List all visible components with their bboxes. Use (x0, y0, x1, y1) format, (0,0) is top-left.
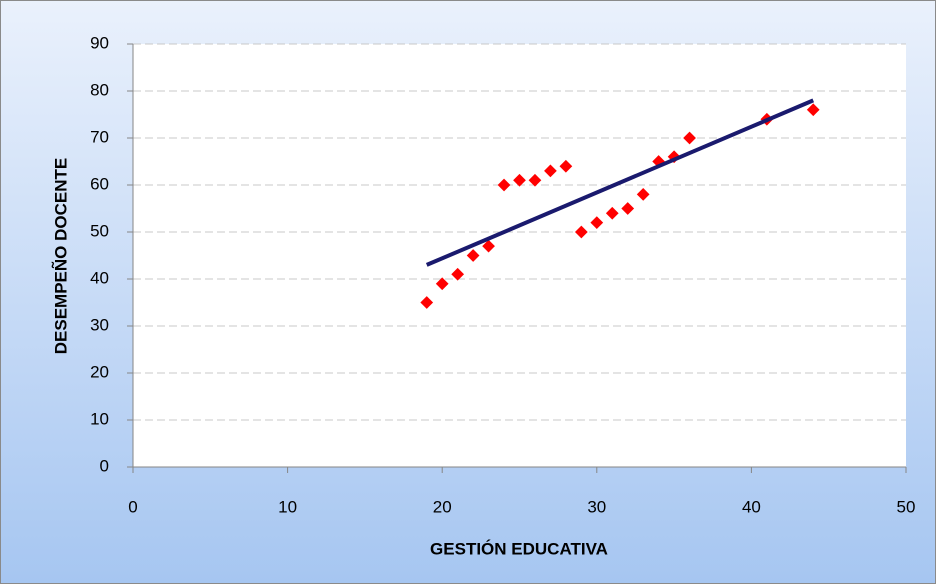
y-tick-label: 30 (90, 315, 109, 334)
x-tick-label: 50 (897, 497, 916, 516)
y-tick-label: 50 (90, 221, 109, 240)
y-tick-label: 40 (90, 268, 109, 287)
plot-area (133, 44, 906, 467)
y-tick-label: 0 (100, 456, 109, 475)
point (435, 277, 449, 291)
point (497, 178, 511, 192)
x-tick-label: 30 (587, 497, 606, 516)
y-tick-label: 20 (90, 362, 109, 381)
x-axis-title: GESTIÓN EDUCATIVA (430, 539, 608, 558)
point (466, 249, 480, 262)
point (451, 267, 465, 281)
x-tick-label: 0 (128, 497, 137, 516)
y-tick-label: 10 (90, 409, 109, 428)
y-tick-label: 80 (90, 80, 109, 99)
point (482, 239, 495, 253)
x-tick-label: 10 (278, 497, 297, 516)
x-tick-label: 20 (433, 497, 452, 516)
trendline (425, 98, 815, 267)
y-tick-label: 70 (90, 127, 109, 146)
x-tick-label: 40 (742, 497, 761, 516)
y-tick-label: 90 (90, 33, 109, 52)
point (420, 296, 434, 309)
y-axis-title: DESEMPEÑO DOCENTE (50, 158, 70, 354)
y-tick-label: 60 (90, 174, 109, 193)
